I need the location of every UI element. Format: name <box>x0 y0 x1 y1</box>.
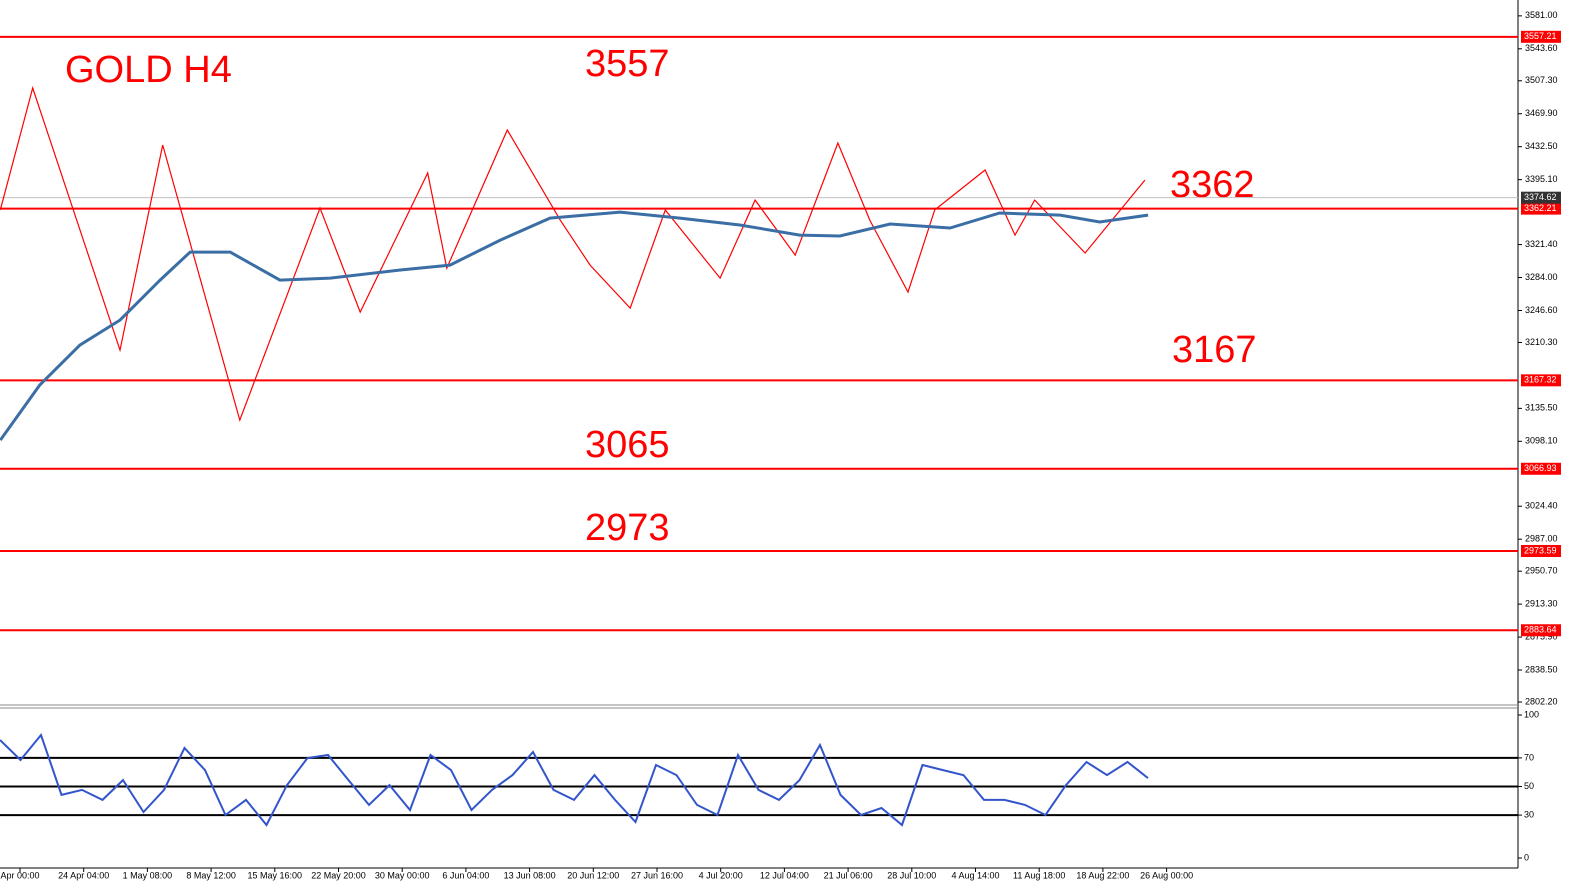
y-tick-label: 3543.60 <box>1525 43 1558 53</box>
x-tick-label: 21 Jul 06:00 <box>824 870 873 880</box>
y-tick-label: 2987.00 <box>1525 534 1558 544</box>
price-label: 3374.62 <box>1524 192 1557 202</box>
level-badge <box>1521 202 1561 215</box>
y-tick-label: 3432.50 <box>1525 141 1558 151</box>
y-tick-label: 2950.70 <box>1525 566 1558 576</box>
y-tick-label: 3135.50 <box>1525 403 1558 413</box>
moving-average <box>0 210 1149 441</box>
y-tick-label: 2875.90 <box>1525 631 1558 641</box>
level-badge <box>1521 462 1561 475</box>
zigzag-line <box>0 85 1146 423</box>
x-tick-label: 15 May 16:00 <box>248 870 303 880</box>
x-tick-label: 6 Jun 04:00 <box>442 870 489 880</box>
level-note: 2973 <box>585 507 670 549</box>
rsi-tick-label: 70 <box>1524 752 1534 762</box>
y-tick-label: 3321.40 <box>1525 239 1558 249</box>
x-tick-label: 4 Aug 14:00 <box>951 870 999 880</box>
price-badge <box>1521 191 1561 204</box>
x-tick-label: 13 Jun 08:00 <box>504 870 556 880</box>
level-label: 3066.93 <box>1524 463 1557 473</box>
x-tick-label: 12 Jul 04:00 <box>760 870 809 880</box>
x-tick-label: 24 Apr 04:00 <box>58 870 109 880</box>
rsi-line <box>0 732 1149 827</box>
x-tick-label: Apr 00:00 <box>0 870 39 880</box>
level-badge <box>1521 545 1561 558</box>
x-tick-label: 8 May 12:00 <box>186 870 236 880</box>
y-tick-label: 3469.90 <box>1525 108 1558 118</box>
x-tick-label: 4 Jul 20:00 <box>699 870 743 880</box>
x-tick-label: 18 Aug 22:00 <box>1076 870 1129 880</box>
x-tick-label: 26 Aug 00:00 <box>1140 870 1193 880</box>
level-badge <box>1521 624 1561 637</box>
y-tick-label: 3395.10 <box>1525 174 1558 184</box>
y-tick-label: 2913.30 <box>1525 598 1558 608</box>
level-note: 3362 <box>1170 164 1255 206</box>
x-tick-label: 1 May 08:00 <box>123 870 173 880</box>
level-label: 2883.64 <box>1524 625 1557 635</box>
level-label: 3167.32 <box>1524 375 1557 385</box>
level-note: 3167 <box>1172 329 1257 371</box>
y-tick-label: 2838.50 <box>1525 664 1558 674</box>
x-tick-label: 27 Jun 16:00 <box>631 870 683 880</box>
x-tick-label: 11 Aug 18:00 <box>1013 870 1065 880</box>
level-note: 3065 <box>585 424 670 466</box>
level-badge <box>1521 374 1561 387</box>
y-tick-label: 3024.40 <box>1525 501 1558 511</box>
y-tick-label: 3210.30 <box>1525 337 1558 347</box>
rsi-tick-label: 30 <box>1524 809 1534 819</box>
level-label: 2973.59 <box>1524 545 1557 555</box>
x-tick-label: 22 May 20:00 <box>311 870 366 880</box>
y-tick-label: 3246.60 <box>1525 305 1558 315</box>
level-badge <box>1521 30 1561 43</box>
y-tick-label: 3581.00 <box>1525 10 1558 20</box>
level-label: 3362.21 <box>1524 203 1557 213</box>
level-note: 3557 <box>585 43 670 85</box>
rsi-tick-label: 100 <box>1524 709 1539 719</box>
x-tick-label: 20 Jun 12:00 <box>567 870 619 880</box>
level-label: 3557.21 <box>1524 31 1557 41</box>
x-tick-label: 30 May 00:00 <box>375 870 430 880</box>
x-tick-label: 28 Jul 10:00 <box>887 870 936 880</box>
chart-title: GOLD H4 <box>65 49 232 91</box>
y-tick-label: 3507.30 <box>1525 75 1558 85</box>
y-tick-label: 3284.00 <box>1525 272 1558 282</box>
y-tick-label: 3098.10 <box>1525 436 1558 446</box>
rsi-tick-label: 0 <box>1524 852 1529 862</box>
y-tick-label: 2802.20 <box>1525 696 1558 706</box>
rsi-tick-label: 50 <box>1524 781 1534 791</box>
